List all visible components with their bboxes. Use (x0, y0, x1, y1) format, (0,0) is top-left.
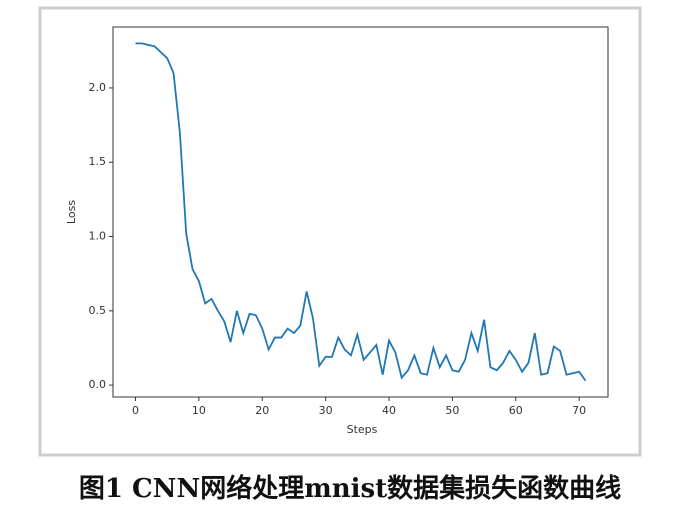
x-tick-label: 20 (255, 404, 269, 417)
x-tick-label: 10 (192, 404, 206, 417)
x-tick-label: 60 (509, 404, 523, 417)
x-tick-label: 50 (445, 404, 459, 417)
y-tick-label: 1.5 (89, 155, 107, 168)
x-tick-label: 40 (382, 404, 396, 417)
x-tick-label: 30 (319, 404, 333, 417)
loss-line (135, 42, 587, 382)
plot-area (112, 26, 609, 398)
y-tick-label: 1.0 (89, 230, 107, 243)
caption: 图1 CNN网络处理mnist数据集损失函数曲线 (79, 473, 621, 504)
y-tick-label: 0.5 (89, 304, 107, 317)
y-tick-label: 0.0 (89, 378, 107, 391)
x-tick-label: 70 (572, 404, 586, 417)
x-axis-label: Steps (347, 423, 378, 436)
y-axis-label: Loss (65, 200, 78, 224)
x-tick-label: 0 (132, 404, 139, 417)
y-tick-label: 2.0 (89, 81, 107, 94)
